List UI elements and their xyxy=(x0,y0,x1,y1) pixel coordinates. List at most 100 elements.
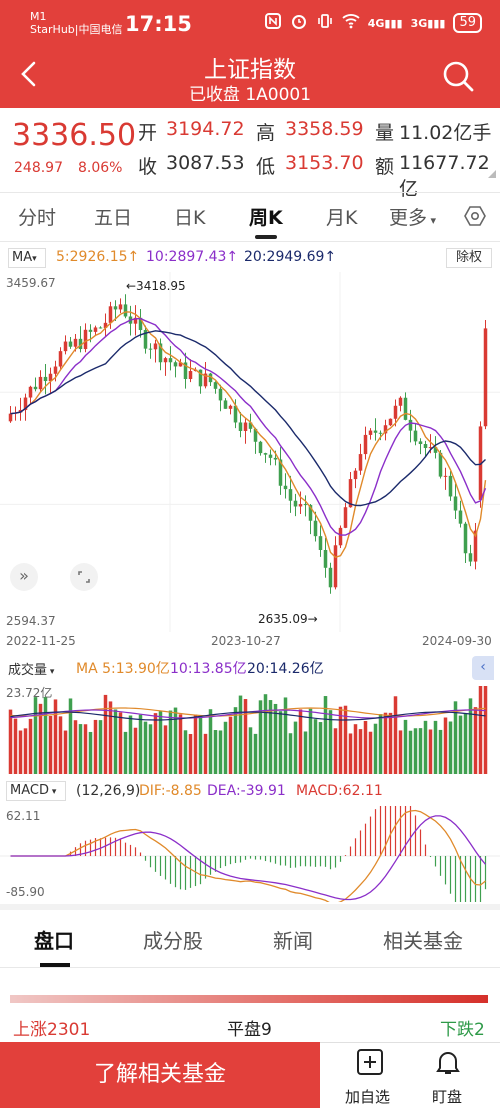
tab-daily-k[interactable]: 日K xyxy=(174,207,206,229)
volume-bar xyxy=(413,728,418,774)
settings-button[interactable] xyxy=(463,204,487,232)
volume-bar xyxy=(238,695,243,774)
watch-button[interactable] xyxy=(428,1048,468,1076)
kline-chart[interactable] xyxy=(0,272,500,632)
macd-selector[interactable]: MACD ▾ xyxy=(6,781,66,801)
ma-selector[interactable]: MA▾ xyxy=(8,248,46,268)
candle-body xyxy=(178,362,183,367)
volume-bar xyxy=(288,733,293,774)
volume-bar xyxy=(153,713,158,774)
tab-constituents[interactable]: 成分股 xyxy=(143,929,203,953)
vol-ma20: 20:14.26亿 xyxy=(247,661,324,677)
volume-bar xyxy=(318,722,323,774)
volume-bar xyxy=(53,699,58,774)
candle-body xyxy=(258,441,263,454)
expand-button[interactable]: » xyxy=(10,563,38,591)
add-watch-label[interactable]: 加自选 xyxy=(345,1088,391,1106)
candle-body xyxy=(98,327,103,329)
chevron-left-icon xyxy=(21,61,36,87)
candle-body xyxy=(313,520,318,537)
volume-bar xyxy=(203,733,208,774)
volume-bar xyxy=(233,707,238,774)
candle-body xyxy=(363,434,368,455)
volume-bar xyxy=(348,733,353,774)
caret-down-icon: ▾ xyxy=(32,254,37,264)
volume-bar xyxy=(223,721,228,774)
candle-body xyxy=(113,306,118,310)
candle-body xyxy=(333,545,338,588)
flat-count: 平盘9 xyxy=(227,1020,272,1040)
volume-bar xyxy=(168,710,173,774)
tab-related-funds[interactable]: 相关基金 xyxy=(383,929,463,953)
add-watch-button[interactable] xyxy=(350,1048,390,1076)
header-bar: M1 StarHub|中国电信 17:15 4G▮▮▮ 3G▮▮▮ 59 xyxy=(0,0,500,108)
hexagon-gear-icon xyxy=(464,206,486,226)
volume-bar xyxy=(178,714,183,774)
candle-body xyxy=(123,304,128,317)
volume-bar xyxy=(273,703,278,774)
price-change-pct: 8.06% xyxy=(78,160,123,176)
chevron-left-icon: ‹ xyxy=(480,659,486,675)
volume-bar xyxy=(423,720,428,774)
tab-weekly-k[interactable]: 周K xyxy=(249,207,283,229)
volume-bar xyxy=(388,712,393,774)
volume-bar xyxy=(328,710,333,774)
candle-body xyxy=(473,530,478,562)
close-label: 收 xyxy=(138,156,158,178)
candle-body xyxy=(438,452,443,477)
volume-bar xyxy=(263,694,268,774)
net-4g-label: 4G xyxy=(367,16,385,30)
volume-bar xyxy=(438,729,443,774)
volume-bar xyxy=(268,700,273,774)
volume-bar xyxy=(83,724,88,774)
back-button[interactable] xyxy=(14,58,46,90)
volume-bar xyxy=(248,727,253,774)
corner-triangle-icon xyxy=(488,170,496,178)
ma10-line xyxy=(10,317,487,536)
candle-body xyxy=(268,454,273,458)
down-count: 下跌2 xyxy=(440,1020,485,1040)
candle-body xyxy=(68,341,73,347)
plus-square-icon xyxy=(357,1049,383,1075)
volume-bar xyxy=(123,731,128,774)
tab-market-depth[interactable]: 盘口 xyxy=(34,929,74,953)
volume-bar xyxy=(228,716,233,774)
candle-body xyxy=(423,444,428,449)
search-button[interactable] xyxy=(440,58,476,94)
tab-more[interactable]: 更多 ▾ xyxy=(389,203,436,230)
volume-bar xyxy=(68,698,73,774)
tab-monthly-k[interactable]: 月K xyxy=(326,207,358,229)
adjust-selector[interactable]: 除权 xyxy=(446,248,492,268)
signal-4g-icon: 4G▮▮▮ xyxy=(367,16,403,30)
collapse-panel-button[interactable]: ‹ xyxy=(472,656,494,680)
tab-news[interactable]: 新闻 xyxy=(273,929,313,953)
candle-body xyxy=(158,343,163,363)
volume-selector[interactable]: 成交量 ▾ xyxy=(8,659,54,678)
candle-body xyxy=(63,341,68,352)
volume-bar xyxy=(293,721,298,774)
related-fund-button[interactable]: 了解相关基金 xyxy=(0,1042,320,1108)
watch-label[interactable]: 盯盘 xyxy=(432,1088,463,1106)
date-end: 2024-09-30 xyxy=(422,634,492,648)
candle-body xyxy=(293,500,298,507)
candle-body xyxy=(103,322,108,328)
volume-bar xyxy=(258,700,263,774)
ma10-readout: 10:2897.43↑ xyxy=(146,249,239,265)
candle-body xyxy=(248,422,253,429)
candle-body xyxy=(433,447,438,453)
candle-body xyxy=(308,505,313,521)
page-subtitle: 已收盘 1A0001 xyxy=(188,85,312,105)
alarm-icon xyxy=(290,12,308,34)
tab-five-day[interactable]: 五日 xyxy=(94,207,133,229)
candle-body xyxy=(373,430,378,433)
candle-body xyxy=(418,441,423,445)
candle-body xyxy=(163,358,168,363)
fullscreen-button[interactable] xyxy=(70,563,98,591)
open-value: 3194.72 xyxy=(166,118,245,140)
volume-bar xyxy=(43,697,48,774)
candle-body xyxy=(133,317,138,324)
volume-bar xyxy=(448,721,453,774)
date-mid: 2023-10-27 xyxy=(211,634,281,648)
candle-body xyxy=(393,405,398,419)
tab-intraday[interactable]: 分时 xyxy=(18,207,57,229)
